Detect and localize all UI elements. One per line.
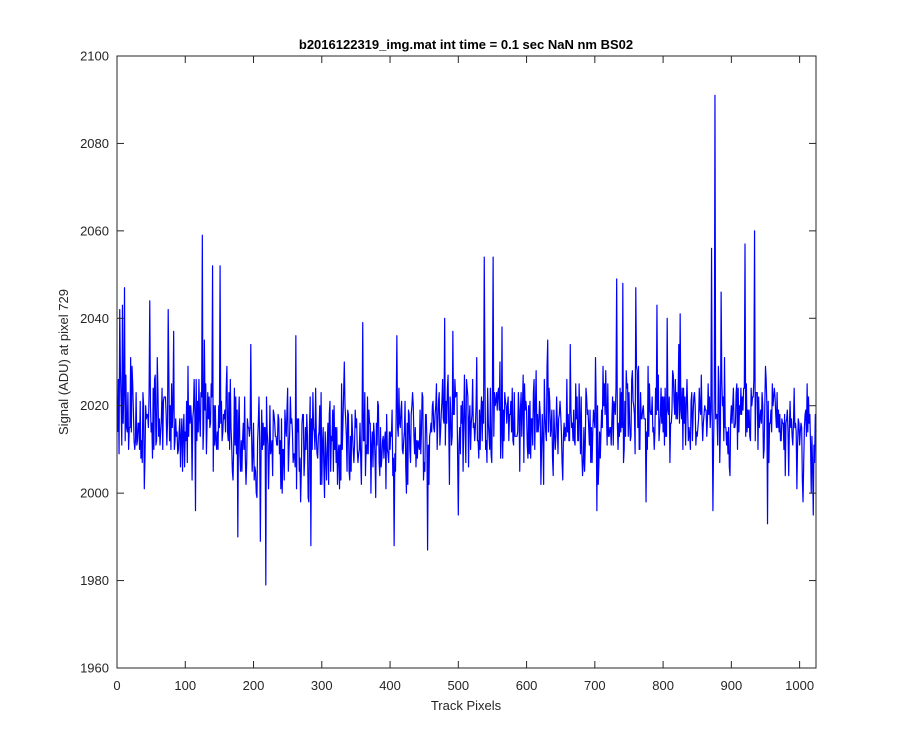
y-tick-label: 2040 [80,311,109,326]
x-tick-label: 900 [721,678,743,693]
x-tick-label: 400 [379,678,401,693]
y-tick-label: 2020 [80,398,109,413]
x-tick-label: 700 [584,678,606,693]
x-tick-label: 800 [652,678,674,693]
data-series-layer [117,94,817,586]
y-tick-label: 1980 [80,573,109,588]
x-tick-label: 0 [113,678,120,693]
x-tick-label: 500 [447,678,469,693]
x-tick-label: 200 [243,678,265,693]
x-tick-label: 1000 [785,678,814,693]
x-tick-label: 300 [311,678,333,693]
y-axis-label: Signal (ADU) at pixel 729 [56,289,71,435]
x-axis-label: Track Pixels [431,698,502,713]
chart-title: b2016122319_img.mat int time = 0.1 sec N… [299,37,633,52]
y-tick-label: 2000 [80,486,109,501]
y-tick-label: 2080 [80,136,109,151]
signal-series-line [117,94,817,586]
y-tick-label: 1960 [80,661,109,676]
y-tick-label: 2060 [80,223,109,238]
axes-box [116,55,817,669]
x-tick-label: 100 [174,678,196,693]
ticks-layer: 0 100 200 300 400 500 600 700 800 900 1000 1960 1980… [80,49,816,693]
y-tick-label: 2100 [80,49,109,64]
x-tick-label: 600 [516,678,538,693]
axes-background [117,56,816,668]
